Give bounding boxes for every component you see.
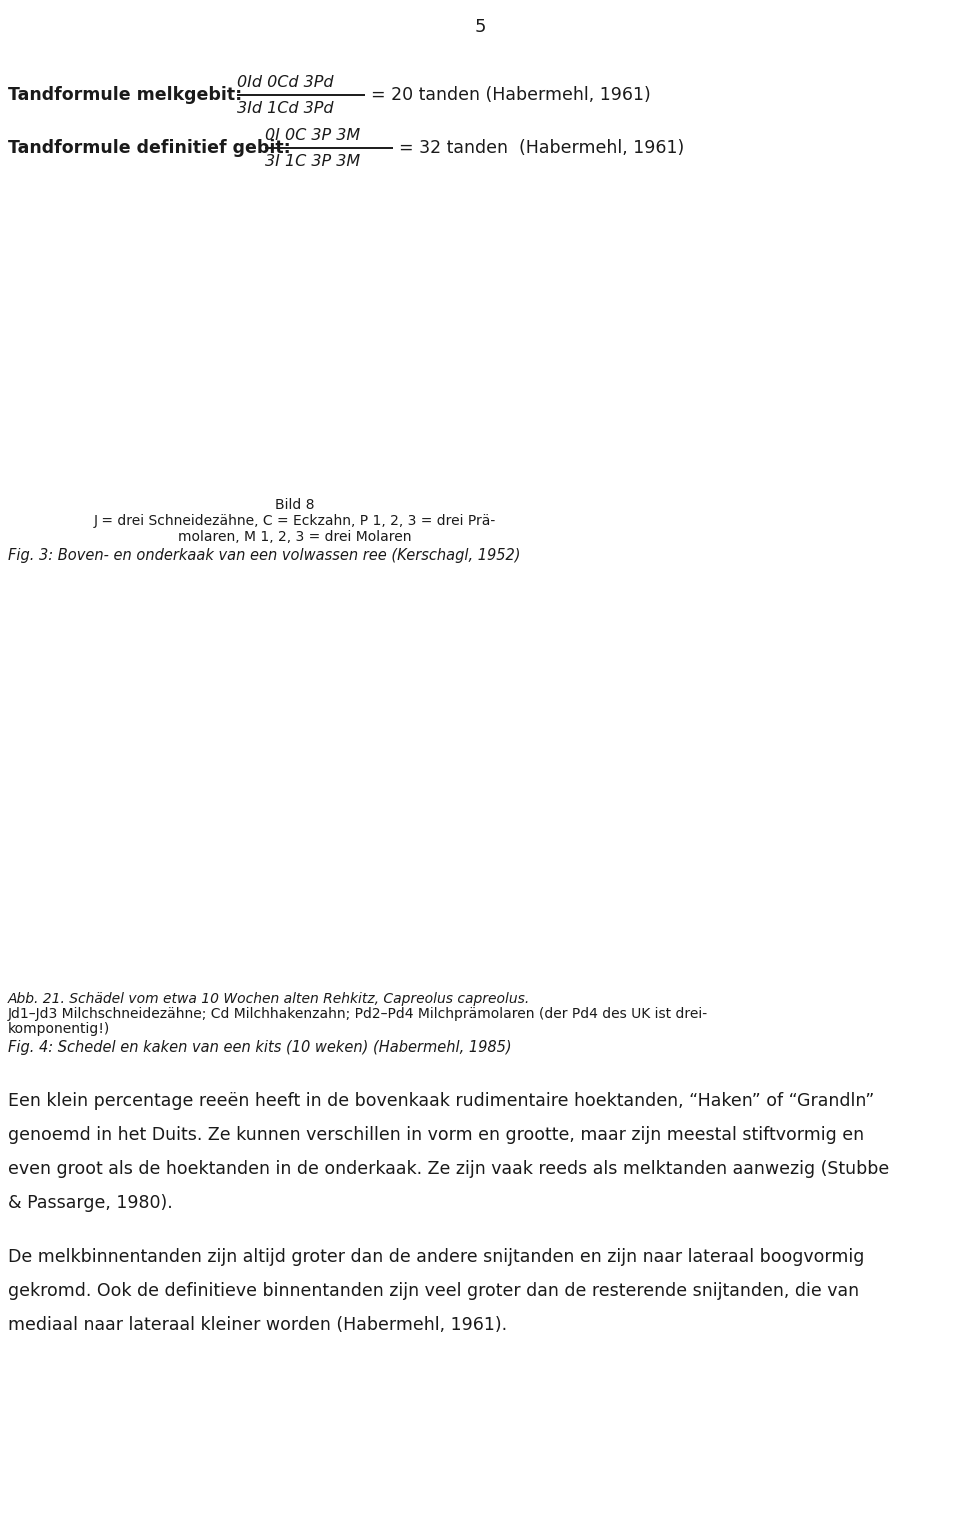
- Text: J = drei Schneidezähne, C = Eckzahn, P 1, 2, 3 = drei Prä-: J = drei Schneidezähne, C = Eckzahn, P 1…: [94, 514, 496, 528]
- FancyBboxPatch shape: [25, 590, 580, 980]
- FancyBboxPatch shape: [25, 200, 600, 485]
- Text: Tandformule definitief gebit:: Tandformule definitief gebit:: [8, 140, 291, 156]
- Text: Tandformule melkgebit:: Tandformule melkgebit:: [8, 86, 242, 105]
- Text: gekromd. Ook de definitieve binnentanden zijn veel groter dan de resterende snij: gekromd. Ook de definitieve binnentanden…: [8, 1282, 859, 1300]
- Text: even groot als de hoektanden in de onderkaak. Ze zijn vaak reeds als melktanden : even groot als de hoektanden in de onder…: [8, 1161, 889, 1179]
- Text: Fig. 4: Schedel en kaken van een kits (10 weken) (Habermehl, 1985): Fig. 4: Schedel en kaken van een kits (1…: [8, 1041, 512, 1054]
- Text: Bild 8: Bild 8: [276, 498, 315, 513]
- Text: De melkbinnentanden zijn altijd groter dan de andere snijtanden en zijn naar lat: De melkbinnentanden zijn altijd groter d…: [8, 1248, 864, 1267]
- Text: 3Id 1Cd 3Pd: 3Id 1Cd 3Pd: [237, 100, 333, 115]
- Text: genoemd in het Duits. Ze kunnen verschillen in vorm en grootte, maar zijn meesta: genoemd in het Duits. Ze kunnen verschil…: [8, 1126, 864, 1144]
- Text: 0I 0C 3P 3M: 0I 0C 3P 3M: [265, 127, 360, 143]
- Text: Abb. 21. Schädel vom etwa 10 Wochen alten Rehkitz, Capreolus capreolus.: Abb. 21. Schädel vom etwa 10 Wochen alte…: [8, 992, 530, 1006]
- Text: 5: 5: [474, 18, 486, 36]
- Text: & Passarge, 1980).: & Passarge, 1980).: [8, 1194, 173, 1212]
- Text: Een klein percentage reeën heeft in de bovenkaak rudimentaire hoektanden, “Haken: Een klein percentage reeën heeft in de b…: [8, 1092, 875, 1110]
- Text: komponentig!): komponentig!): [8, 1022, 110, 1036]
- Text: = 20 tanden (Habermehl, 1961): = 20 tanden (Habermehl, 1961): [371, 86, 651, 105]
- Text: = 32 tanden  (Habermehl, 1961): = 32 tanden (Habermehl, 1961): [399, 140, 684, 156]
- Text: 0Id 0Cd 3Pd: 0Id 0Cd 3Pd: [237, 74, 333, 90]
- Text: Jd1–Jd3 Milchschneidezähne; Cd Milchhakenzahn; Pd2–Pd4 Milchprämolaren (der Pd4 : Jd1–Jd3 Milchschneidezähne; Cd Milchhake…: [8, 1007, 708, 1021]
- Text: molaren, M 1, 2, 3 = drei Molaren: molaren, M 1, 2, 3 = drei Molaren: [179, 529, 412, 545]
- Text: 3I 1C 3P 3M: 3I 1C 3P 3M: [265, 153, 360, 168]
- Text: mediaal naar lateraal kleiner worden (Habermehl, 1961).: mediaal naar lateraal kleiner worden (Ha…: [8, 1317, 507, 1333]
- Text: Fig. 3: Boven- en onderkaak van een volwassen ree (Kerschagl, 1952): Fig. 3: Boven- en onderkaak van een volw…: [8, 548, 520, 563]
